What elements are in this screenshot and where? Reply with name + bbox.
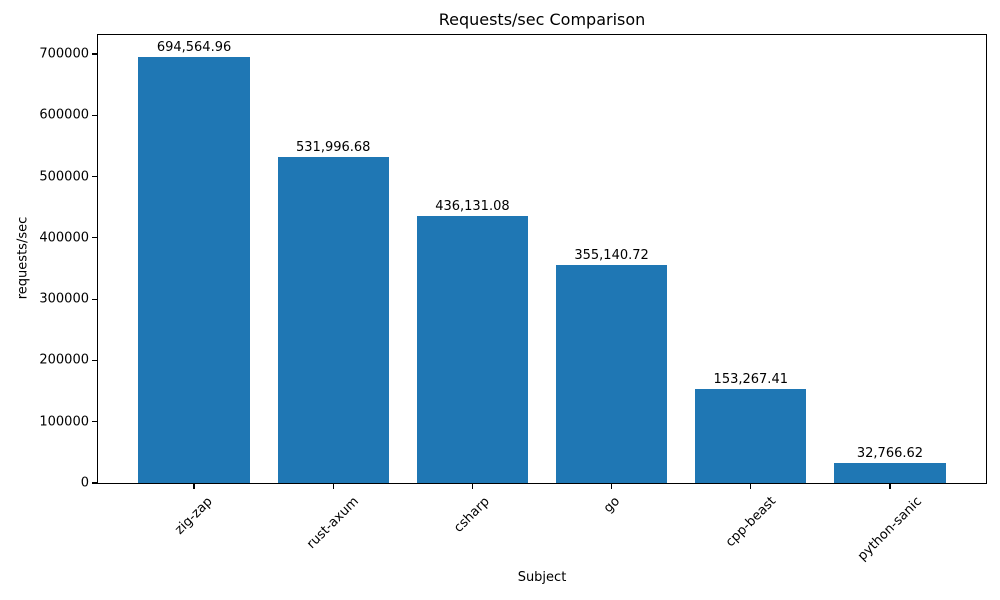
- bar-cpp-beast: [695, 389, 807, 483]
- bar-value-label: 531,996.68: [296, 139, 371, 155]
- y-tick: [92, 359, 98, 362]
- y-tick: [92, 114, 98, 116]
- plot-area: 694,564.96 531,996.68 436,131.08 355,140.72…: [97, 34, 987, 484]
- x-tick-label: rust-axum: [304, 494, 363, 552]
- x-tick-label: python-sanic: [854, 494, 925, 564]
- bar-value-label: 153,267.41: [713, 372, 788, 388]
- x-tick-label: go: [600, 493, 623, 516]
- y-tick: [92, 482, 98, 484]
- y-tick-label: 200000: [39, 352, 89, 368]
- y-tick: [92, 237, 98, 239]
- y-tick-label: 0: [80, 475, 89, 491]
- y-tick-label: 300000: [39, 291, 89, 307]
- x-tick-label: zig-zap: [172, 493, 216, 538]
- y-tick: [92, 421, 98, 423]
- bar-value-label: 32,766.62: [856, 445, 924, 461]
- y-tick: [92, 298, 98, 300]
- bar-value-label: 694,564.96: [156, 40, 232, 56]
- y-tick-label: 700000: [39, 46, 89, 62]
- x-tick: [471, 484, 473, 489]
- chart-title: Requests/sec Comparison: [438, 10, 646, 29]
- x-tick-label: cpp-beast: [722, 493, 779, 551]
- x-tick: [332, 484, 334, 489]
- x-tick: [750, 484, 752, 489]
- bar-zig-zap: [138, 57, 250, 483]
- bar-python-sanic: [834, 462, 946, 483]
- bar-rust-axum: [277, 156, 389, 483]
- y-tick-label: 400000: [39, 230, 89, 246]
- x-axis-label: Subject: [517, 570, 567, 585]
- bar-go: [555, 265, 668, 483]
- y-tick-label: 600000: [39, 107, 89, 123]
- x-tick: [889, 484, 891, 489]
- y-tick-label: 500000: [39, 169, 89, 185]
- bar-value-label: 355,140.72: [574, 248, 649, 264]
- bar-value-label: 436,131.08: [435, 198, 510, 214]
- bar-csharp: [416, 215, 529, 483]
- x-tick-label: csharp: [451, 494, 494, 536]
- x-tick: [193, 484, 195, 489]
- y-tick: [92, 175, 98, 178]
- y-tick: [92, 53, 98, 55]
- y-axis-label: requests/sec: [15, 216, 31, 300]
- y-tick-label: 100000: [39, 414, 89, 430]
- x-tick: [610, 484, 613, 489]
